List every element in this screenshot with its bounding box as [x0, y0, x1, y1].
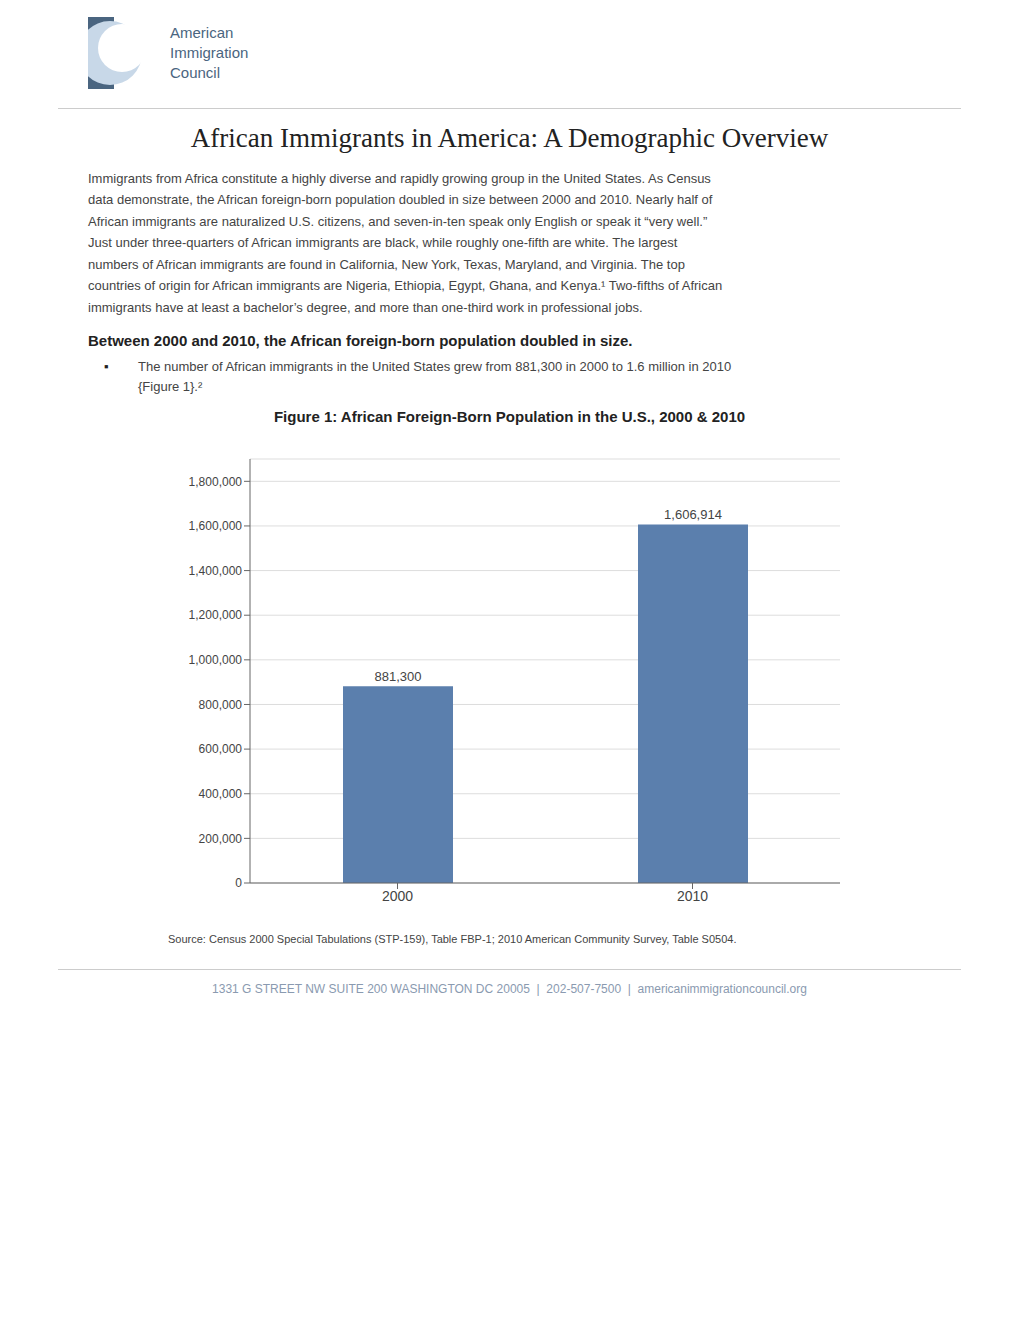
html-text:Between 2000 and 2010, the Afr: Between 2000 and 2010, the African forei…	[88, 332, 633, 350]
svg-text:1,400,000: 1,400,000	[188, 564, 242, 578]
svg-text:2000: 2000	[381, 888, 412, 904]
svg-text:1,600,000: 1,600,000	[188, 519, 242, 533]
svg-text:0: 0	[235, 876, 242, 890]
svg-text:400,000: 400,000	[198, 787, 242, 801]
svg-text:881,300: 881,300	[374, 669, 421, 684]
svg-text:1,000,000: 1,000,000	[188, 653, 242, 667]
html-text:American: American	[170, 24, 234, 41]
svg-text:1,800,000: 1,800,000	[188, 475, 242, 489]
html-text:Figure 1: African Foreign-Born: Figure 1: African Foreign-Born Populatio…	[273, 408, 746, 426]
html-text:The number of African immigran: The number of African immigrants in the …	[138, 359, 732, 394]
html-text:Immigration: Immigration	[170, 44, 249, 61]
svg-text:200,000: 200,000	[198, 832, 242, 846]
html-text:African Immigrants in America:: African Immigrants in America: A Demogra…	[190, 123, 829, 153]
svg-text:600,000: 600,000	[198, 742, 242, 756]
html-text:Immigrants from Africa constit: Immigrants from Africa constitute a high…	[88, 171, 723, 315]
svg-text:1,606,914: 1,606,914	[664, 507, 722, 522]
svg-text:800,000: 800,000	[198, 698, 242, 712]
html-text:1331 G STREET NW SUITE 200 WAS: 1331 G STREET NW SUITE 200 WASHINGTON DC…	[212, 982, 807, 997]
html-text:Source: Census 2000 Special Ta: Source: Census 2000 Special Tabulations …	[168, 933, 737, 946]
svg-text:2010: 2010	[676, 888, 707, 904]
svg-text:1,200,000: 1,200,000	[188, 609, 242, 623]
html-text:Council: Council	[170, 64, 220, 81]
